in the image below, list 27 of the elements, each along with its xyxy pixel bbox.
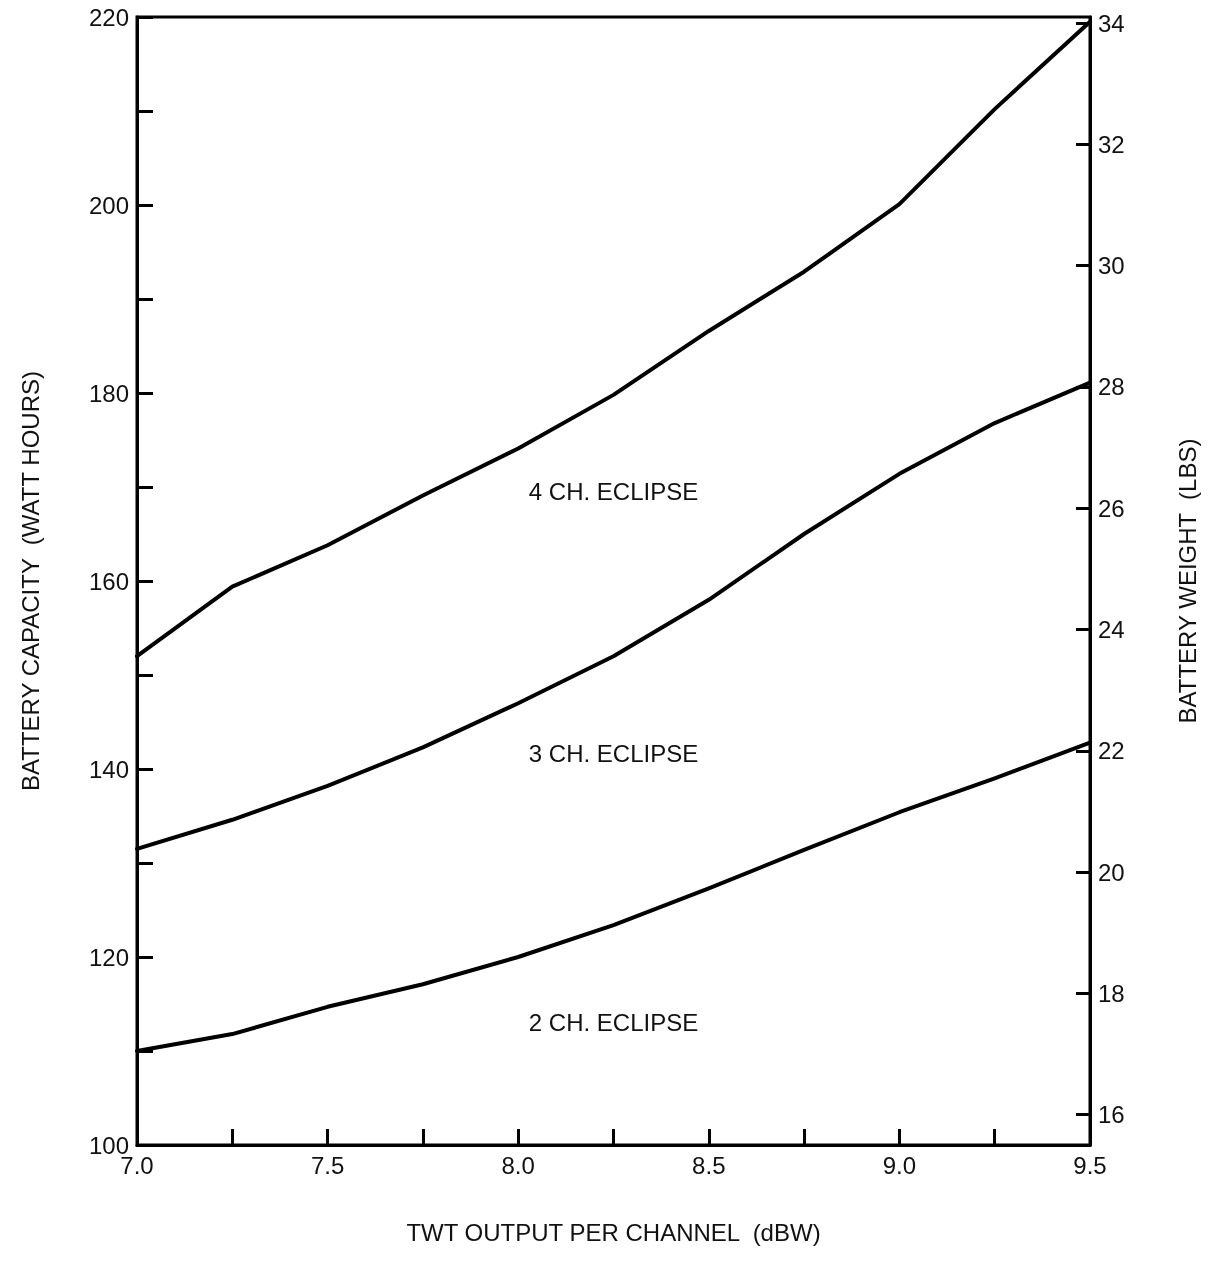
series-label: 3 CH. ECLIPSE [528, 739, 699, 767]
y-axis-title: BATTERY CAPACITY (WATT HOURS) [16, 370, 44, 792]
y-tick-label: 160 [88, 567, 129, 595]
y-tick-label: 140 [88, 755, 129, 783]
y2-tick-label: 34 [1098, 9, 1125, 37]
text: 2 CH. ECLIPSE [528, 1008, 699, 1036]
x-tick-label: 8.5 [692, 1151, 726, 1179]
y-tick-label: 180 [88, 379, 129, 407]
y2-tick-label: 16 [1098, 1101, 1125, 1129]
y2-tick-label: 30 [1098, 252, 1125, 280]
x-tick-label: 9.5 [1073, 1151, 1107, 1179]
y2-tick-label: 24 [1098, 616, 1125, 644]
y2-tick-label: 22 [1098, 737, 1125, 765]
x-tick-label: 7.5 [310, 1151, 345, 1179]
x-tick-label: 9.0 [882, 1151, 917, 1179]
y2-tick-label: 18 [1098, 979, 1125, 1007]
y2-tick-label: 28 [1098, 373, 1125, 401]
y-tick-label: 120 [88, 943, 129, 971]
y2-tick-label: 32 [1098, 130, 1125, 158]
y-tick-label: 220 [88, 3, 129, 31]
y2-tick-label: 20 [1098, 858, 1125, 886]
y-tick-label: 200 [88, 191, 129, 219]
y2-axis-title: BATTERY WEIGHT (LBS) [1173, 438, 1201, 724]
x-tick-label: 8.0 [501, 1151, 535, 1179]
series-label: 4 CH. ECLIPSE [528, 478, 699, 506]
y2-tick-label: 26 [1098, 494, 1125, 522]
x-axis-title: TWT OUTPUT PER CHANNEL (dBW) [406, 1218, 821, 1246]
